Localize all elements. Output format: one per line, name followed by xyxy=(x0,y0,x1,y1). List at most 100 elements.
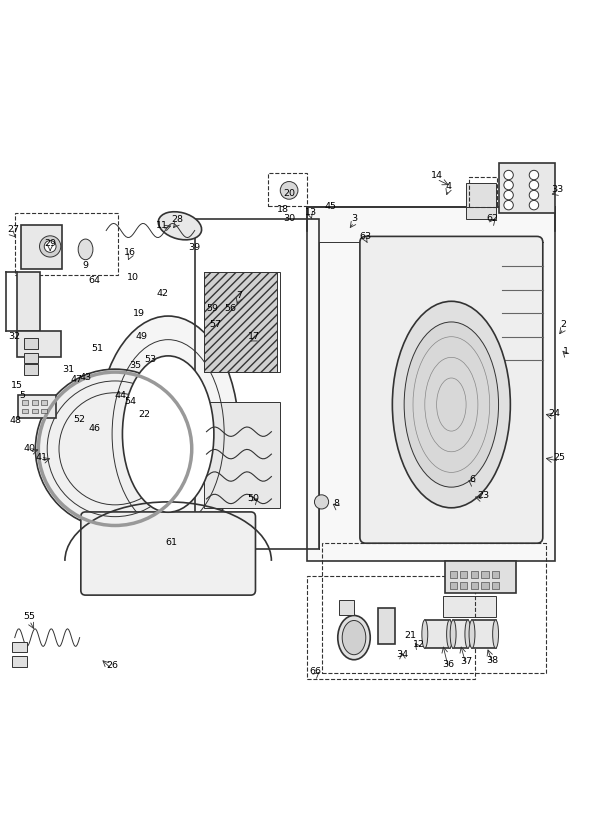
Text: 55: 55 xyxy=(24,612,35,622)
Text: 37: 37 xyxy=(460,657,472,666)
Text: 42: 42 xyxy=(156,289,168,298)
Text: 10: 10 xyxy=(127,273,139,282)
Bar xyxy=(268,174,307,205)
Text: 66: 66 xyxy=(310,667,322,676)
Bar xyxy=(15,213,118,275)
Bar xyxy=(322,544,546,673)
Text: 47: 47 xyxy=(71,375,83,384)
FancyBboxPatch shape xyxy=(360,236,543,544)
Ellipse shape xyxy=(422,620,428,648)
Text: 46: 46 xyxy=(88,425,100,434)
Bar xyxy=(471,582,478,588)
Bar xyxy=(450,582,457,588)
Text: 33: 33 xyxy=(552,185,563,194)
Ellipse shape xyxy=(122,356,214,512)
Bar xyxy=(442,597,496,617)
Bar xyxy=(12,656,27,667)
Text: 21: 21 xyxy=(404,632,416,641)
Bar xyxy=(378,608,395,644)
Bar xyxy=(24,364,38,375)
Circle shape xyxy=(504,170,513,180)
Text: 27: 27 xyxy=(7,225,19,234)
Text: 64: 64 xyxy=(88,276,100,285)
FancyBboxPatch shape xyxy=(81,512,255,595)
Circle shape xyxy=(35,369,195,528)
Ellipse shape xyxy=(342,620,366,654)
Bar xyxy=(22,400,28,405)
Text: 63: 63 xyxy=(360,232,372,241)
Bar xyxy=(32,408,38,413)
Bar xyxy=(32,400,38,405)
Bar xyxy=(460,571,467,578)
Bar xyxy=(499,163,555,213)
Text: 44: 44 xyxy=(115,391,127,400)
Circle shape xyxy=(44,240,56,253)
Bar xyxy=(12,641,27,652)
Text: 36: 36 xyxy=(442,659,454,668)
Bar xyxy=(41,408,47,413)
Text: 52: 52 xyxy=(74,415,86,424)
Circle shape xyxy=(504,180,513,190)
Bar xyxy=(339,601,354,615)
Ellipse shape xyxy=(493,620,499,648)
Ellipse shape xyxy=(465,620,471,648)
Bar xyxy=(466,207,496,218)
Text: 4: 4 xyxy=(445,182,451,191)
Bar xyxy=(204,271,277,372)
Text: 61: 61 xyxy=(165,538,177,547)
Text: 11: 11 xyxy=(156,222,168,231)
Circle shape xyxy=(314,495,329,509)
Text: 53: 53 xyxy=(145,355,156,363)
Bar xyxy=(204,271,280,372)
Text: 31: 31 xyxy=(62,364,74,373)
Text: 30: 30 xyxy=(283,214,295,223)
Text: 20: 20 xyxy=(283,189,295,198)
Circle shape xyxy=(529,200,539,209)
Circle shape xyxy=(529,191,539,200)
Ellipse shape xyxy=(447,620,453,648)
Text: 32: 32 xyxy=(9,333,21,341)
Text: 16: 16 xyxy=(124,249,136,258)
Text: 26: 26 xyxy=(106,662,118,671)
Text: 62: 62 xyxy=(487,214,499,223)
Bar xyxy=(22,408,28,413)
Bar xyxy=(425,620,450,648)
Text: 12: 12 xyxy=(413,640,425,650)
Bar xyxy=(204,307,233,349)
Bar xyxy=(445,561,516,593)
Bar xyxy=(492,582,499,588)
Text: 3: 3 xyxy=(351,214,357,223)
Text: 28: 28 xyxy=(171,215,183,224)
Bar xyxy=(471,571,478,578)
Text: 50: 50 xyxy=(248,495,260,504)
Bar xyxy=(24,353,38,363)
Bar xyxy=(453,620,468,648)
Bar xyxy=(472,620,496,648)
Text: 13: 13 xyxy=(305,209,317,218)
Bar xyxy=(481,571,489,578)
Text: 5: 5 xyxy=(19,391,25,400)
Text: 18: 18 xyxy=(277,205,289,214)
Text: 39: 39 xyxy=(189,243,201,252)
Bar xyxy=(195,218,319,549)
Circle shape xyxy=(529,170,539,180)
Ellipse shape xyxy=(158,212,202,240)
Text: 19: 19 xyxy=(133,309,145,318)
Text: 38: 38 xyxy=(487,655,499,664)
Ellipse shape xyxy=(78,239,93,260)
Bar xyxy=(460,582,467,588)
Ellipse shape xyxy=(450,620,456,648)
Text: 15: 15 xyxy=(11,381,22,390)
Text: 9: 9 xyxy=(83,262,88,271)
Text: 14: 14 xyxy=(431,171,442,180)
Text: 35: 35 xyxy=(130,360,142,369)
Ellipse shape xyxy=(469,620,475,648)
Text: 45: 45 xyxy=(324,202,336,211)
Text: 23: 23 xyxy=(478,491,490,500)
Text: 41: 41 xyxy=(35,453,47,462)
Bar xyxy=(469,178,497,207)
Bar xyxy=(24,338,38,349)
Text: 59: 59 xyxy=(206,304,218,313)
Bar xyxy=(212,271,266,372)
Bar xyxy=(307,575,475,679)
